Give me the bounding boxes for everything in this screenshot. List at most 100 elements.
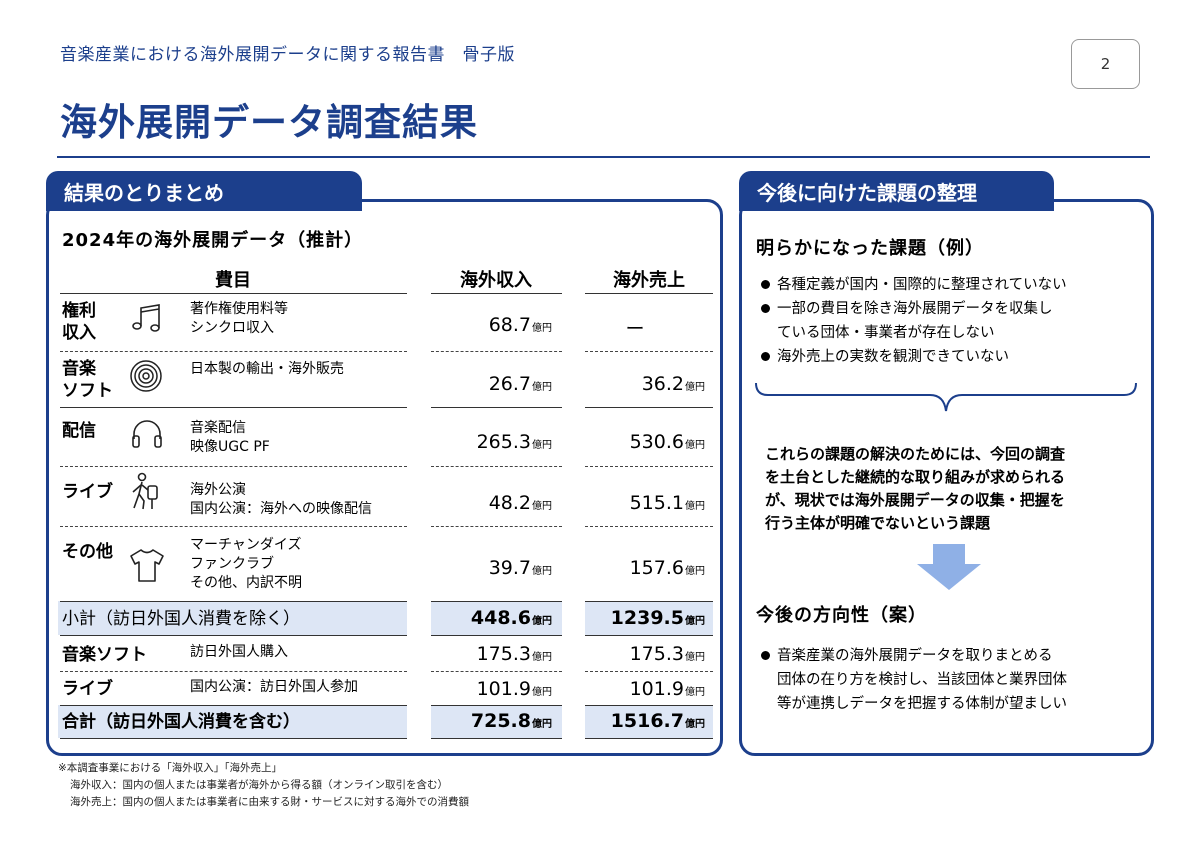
inbound-category: ライブ [62,679,113,699]
row-divider [431,635,562,636]
row-items: マーチャンダイズ ファンクラブ その他、内訳不明 [190,537,302,591]
row-divider [431,526,562,527]
issues-tab: 今後に向けた課題の整理 [739,171,1054,211]
row-divider [60,705,407,706]
sales-value: 175.3億円 [629,643,705,665]
sales-value: 101.9億円 [629,678,705,700]
header-rule-income [431,293,562,294]
sales-value: ー [625,318,645,340]
row-divider [585,738,713,739]
row-divider [60,466,407,467]
table-title: 2024年の海外展開データ（推計） [62,230,364,251]
row-category: その他 [62,542,113,562]
issue-item: 一部の費目を除き海外展開データを収集し ている団体・事業者が存在しない [761,297,1053,345]
disc-icon [130,360,162,392]
row-divider [431,601,562,602]
row-divider [585,635,713,636]
tshirt-icon [130,549,164,582]
row-items: 著作権使用料等 シンクロ収入 [190,301,288,336]
row-divider [60,351,407,352]
bullet-dot [761,351,770,361]
subtotal-highlight [585,601,713,635]
income-value: 39.7億円 [488,557,552,579]
col-header-income: 海外収入 [460,270,532,291]
footnote-sales: 海外売上：国内の個人または事業者に由来する財・サービスに対する海外での消費額 [70,796,469,808]
row-divider [585,601,713,602]
sales-value: 530.6億円 [629,431,705,453]
headphones-icon [132,420,162,448]
subtotal-sales: 1239.5億円 [610,607,705,629]
row-divider [60,526,407,527]
sales-value: 36.2億円 [641,373,705,395]
bullet-dot [761,303,770,313]
income-value: 68.7億円 [488,314,552,336]
row-divider [585,351,713,352]
report-subtitle: 音楽産業における海外展開データに関する報告書 骨子版 [60,45,515,65]
row-divider [585,466,713,467]
direction-title: 今後の方向性（案） [756,605,927,626]
down-arrow-icon [917,544,981,590]
results-tab: 結果のとりまとめ [46,171,362,211]
curly-brace [755,382,1137,412]
row-divider [431,407,562,408]
row-divider [585,407,713,408]
total-sales: 1516.7億円 [610,710,705,732]
row-divider [431,671,562,672]
header-divider [57,156,1150,158]
row-items: 日本製の輸出・海外販売 [190,361,344,377]
row-category: ライブ [62,482,113,502]
page-number: 2 [1071,39,1140,89]
row-divider [431,738,562,739]
row-category: 権利 収入 [62,301,96,343]
subtotal-highlight [431,601,562,635]
row-divider [431,705,562,706]
traveler-icon [132,472,158,510]
inbound-category: 音楽ソフト [62,645,147,665]
row-divider [585,526,713,527]
income-value: 26.7億円 [488,373,552,395]
subtotal-income: 448.6億円 [470,607,552,629]
row-divider [60,407,407,408]
subtotal-label: 小計（訪日外国人消費を除く） [62,609,300,629]
issues-title: 明らかになった課題（例） [756,238,984,259]
issues-summary: これらの課題の解決のためには、今回の調査 を土台とした継続的な取り組みが求められ… [765,445,1066,532]
header-rule-category [60,293,407,294]
sales-value: 515.1億円 [629,492,705,514]
row-category: 音楽 ソフト [62,359,113,401]
total-highlight [431,705,562,738]
total-highlight [585,705,713,738]
bullet-dot [761,279,770,289]
row-divider [60,601,407,602]
row-items: 音楽配信 映像UGC PF [190,420,270,455]
col-header-category: 費目 [215,270,251,291]
row-divider [431,351,562,352]
row-divider [431,466,562,467]
footnote-income: 海外収入：国内の個人または事業者が海外から得る額（オンライン取引を含む） [70,779,448,791]
row-divider [60,671,407,672]
row-divider [585,705,713,706]
footnote-heading: ※本調査事業における「海外収入」「海外売上」 [58,762,283,774]
direction-item: 音楽産業の海外展開データを取りまとめる 団体の在り方を検討し、当該団体と業界団体… [761,644,1067,716]
row-category: 配信 [62,421,96,441]
row-divider [60,635,407,636]
inbound-items: 国内公演：訪日外国人参加 [190,679,358,695]
page-title: 海外展開データ調査結果 [60,101,478,144]
issue-item: 海外売上の実数を観測できていない [761,345,1009,369]
income-value: 175.3億円 [476,643,552,665]
header-rule-sales [585,293,713,294]
income-value: 48.2億円 [488,492,552,514]
total-income: 725.8億円 [470,710,552,732]
income-value: 265.3億円 [476,431,552,453]
col-header-sales: 海外売上 [613,270,685,291]
row-divider [585,671,713,672]
results-panel [46,199,723,756]
music-note-icon [132,304,160,332]
subtotal-highlight [58,601,407,635]
sales-value: 157.6億円 [629,557,705,579]
issue-item: 各種定義が国内・国際的に整理されていない [761,273,1067,297]
total-highlight [58,705,407,738]
total-label: 合計（訪日外国人消費を含む） [62,712,300,732]
row-items: 海外公演 国内公演：海外への映像配信 [190,482,372,517]
bullet-dot [761,650,770,660]
row-divider [60,738,407,739]
